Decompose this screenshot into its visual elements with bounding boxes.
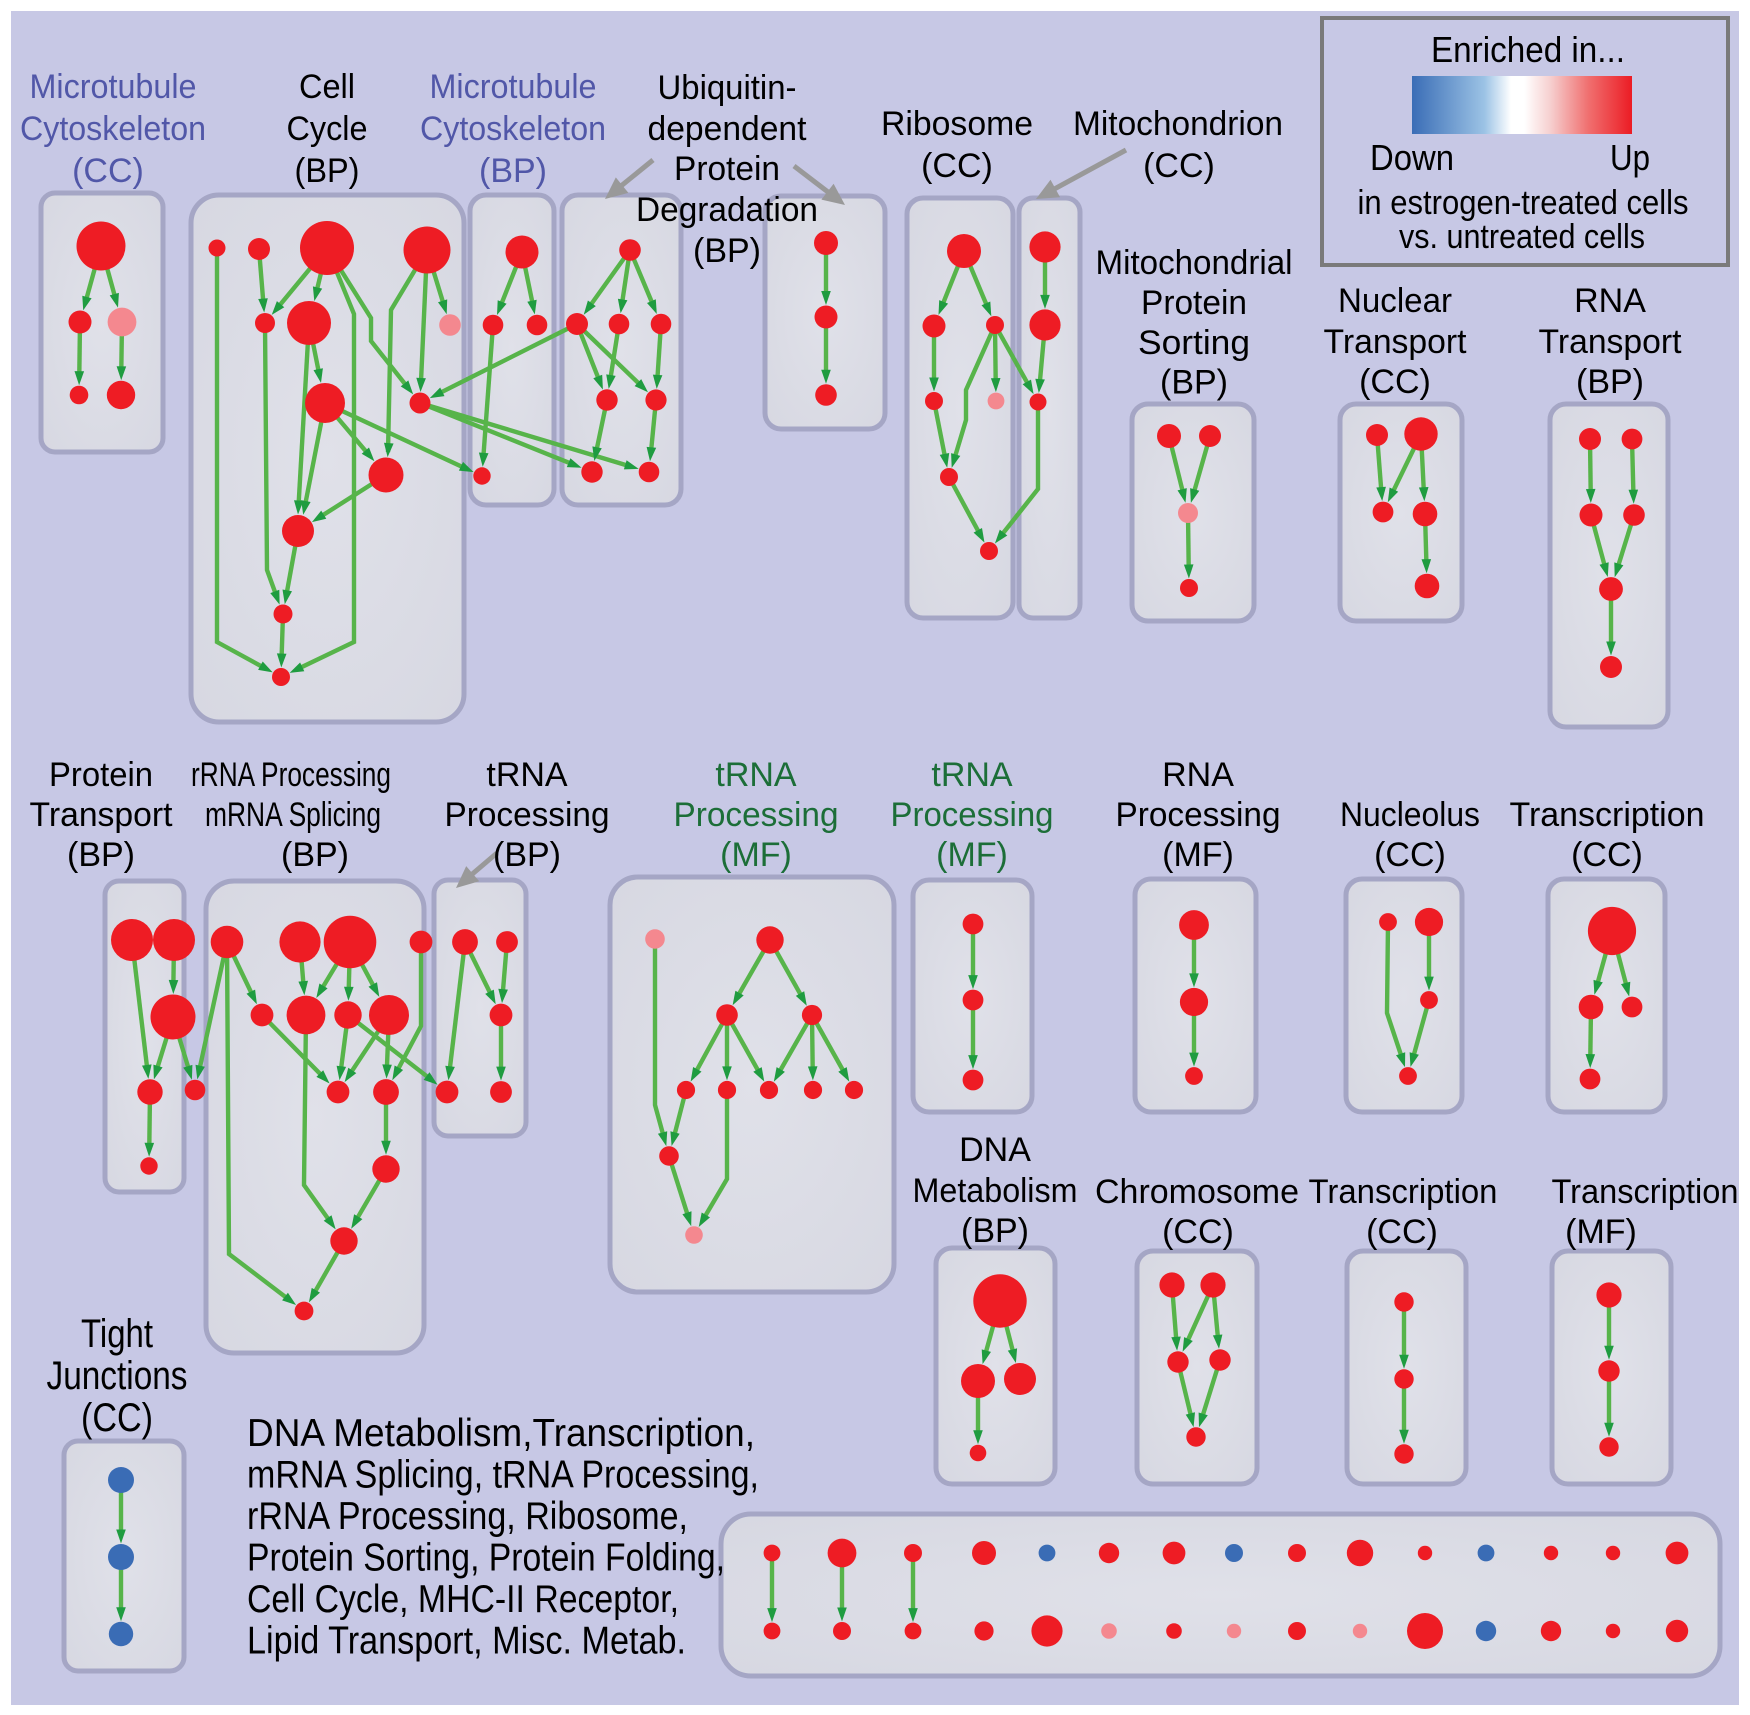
svg-text:RNA: RNA xyxy=(1162,756,1234,794)
svg-text:(BP): (BP) xyxy=(295,152,360,190)
svg-text:(MF): (MF) xyxy=(936,836,1008,874)
svg-text:Transcription: Transcription xyxy=(1309,1173,1498,1211)
svg-text:(BP): (BP) xyxy=(1160,364,1228,402)
svg-text:dependent: dependent xyxy=(648,110,808,148)
svg-text:(MF): (MF) xyxy=(1565,1213,1637,1251)
svg-text:Lipid Transport, Misc. Metab.: Lipid Transport, Misc. Metab. xyxy=(247,1620,686,1663)
svg-text:Chromosome: Chromosome xyxy=(1095,1173,1299,1211)
svg-text:in estrogen-treated cells: in estrogen-treated cells xyxy=(1358,184,1689,222)
svg-text:Protein: Protein xyxy=(49,756,153,794)
svg-text:mRNA Splicing: mRNA Splicing xyxy=(205,796,381,834)
svg-text:Down: Down xyxy=(1370,137,1454,178)
svg-text:(CC): (CC) xyxy=(921,147,993,185)
svg-text:Microtubule: Microtubule xyxy=(30,68,197,106)
svg-text:Degradation: Degradation xyxy=(636,191,818,229)
svg-text:(BP): (BP) xyxy=(493,836,561,874)
svg-text:tRNA: tRNA xyxy=(715,756,797,794)
svg-text:Tight: Tight xyxy=(81,1312,153,1356)
svg-text:(CC): (CC) xyxy=(1359,363,1431,401)
svg-text:(MF): (MF) xyxy=(1162,836,1234,874)
svg-text:(CC): (CC) xyxy=(72,152,144,190)
svg-text:Transport: Transport xyxy=(1539,323,1683,361)
svg-text:Protein Sorting, Protein Foldi: Protein Sorting, Protein Folding, xyxy=(247,1537,725,1580)
svg-text:Cell Cycle, MHC-II Receptor,: Cell Cycle, MHC-II Receptor, xyxy=(247,1578,679,1621)
svg-text:vs. untreated cells: vs. untreated cells xyxy=(1399,218,1645,256)
svg-text:Microtubule: Microtubule xyxy=(430,68,597,106)
svg-text:(CC): (CC) xyxy=(1143,147,1215,185)
svg-text:(CC): (CC) xyxy=(1162,1213,1234,1251)
svg-text:tRNA: tRNA xyxy=(486,756,568,794)
svg-text:Nucleolus: Nucleolus xyxy=(1340,796,1480,834)
svg-text:Processing: Processing xyxy=(891,796,1054,834)
svg-text:Cytoskeleton: Cytoskeleton xyxy=(20,110,206,148)
svg-text:rRNA Processing, Ribosome,: rRNA Processing, Ribosome, xyxy=(247,1495,688,1538)
svg-text:Junctions: Junctions xyxy=(47,1354,188,1398)
svg-text:Transport: Transport xyxy=(1324,323,1468,361)
svg-text:RNA: RNA xyxy=(1574,282,1646,320)
svg-text:(BP): (BP) xyxy=(1576,363,1644,401)
svg-text:(BP): (BP) xyxy=(693,232,761,270)
svg-text:(BP): (BP) xyxy=(479,152,547,190)
svg-text:Sorting: Sorting xyxy=(1138,324,1250,362)
svg-text:mRNA Splicing, tRNA Processing: mRNA Splicing, tRNA Processing, xyxy=(247,1454,759,1497)
svg-text:Transcription: Transcription xyxy=(1552,1173,1739,1211)
svg-text:Cycle: Cycle xyxy=(287,110,368,148)
svg-text:(CC): (CC) xyxy=(1571,836,1643,874)
svg-text:Mitochondrion: Mitochondrion xyxy=(1073,105,1283,143)
svg-text:Mitochondrial: Mitochondrial xyxy=(1096,244,1293,282)
svg-text:DNA Metabolism,Transcription,: DNA Metabolism,Transcription, xyxy=(247,1412,755,1455)
svg-text:Protein: Protein xyxy=(1141,284,1247,322)
svg-text:DNA: DNA xyxy=(959,1131,1031,1169)
svg-text:(MF): (MF) xyxy=(720,836,792,874)
svg-text:Processing: Processing xyxy=(445,796,610,834)
svg-text:Processing: Processing xyxy=(674,796,839,834)
svg-text:Ribosome: Ribosome xyxy=(881,105,1033,143)
svg-text:Processing: Processing xyxy=(1116,796,1281,834)
svg-text:(CC): (CC) xyxy=(81,1396,153,1440)
svg-text:Transport: Transport xyxy=(30,796,174,834)
svg-text:(CC): (CC) xyxy=(1374,836,1446,874)
svg-text:Cell: Cell xyxy=(299,68,355,106)
svg-text:Metabolism: Metabolism xyxy=(913,1172,1078,1210)
svg-text:(BP): (BP) xyxy=(67,836,135,874)
svg-text:tRNA: tRNA xyxy=(931,756,1013,794)
svg-text:Enriched in...: Enriched in... xyxy=(1431,29,1625,70)
svg-text:Up: Up xyxy=(1610,137,1650,178)
svg-text:Protein: Protein xyxy=(674,150,780,188)
svg-text:rRNA Processing: rRNA Processing xyxy=(191,756,391,794)
svg-text:Cytoskeleton: Cytoskeleton xyxy=(420,110,606,148)
svg-text:(BP): (BP) xyxy=(281,836,349,874)
svg-text:(BP): (BP) xyxy=(961,1212,1029,1250)
svg-text:(CC): (CC) xyxy=(1366,1213,1438,1251)
svg-text:Transcription: Transcription xyxy=(1510,796,1705,834)
svg-text:Ubiquitin-: Ubiquitin- xyxy=(658,69,797,107)
svg-text:Nuclear: Nuclear xyxy=(1338,282,1452,320)
